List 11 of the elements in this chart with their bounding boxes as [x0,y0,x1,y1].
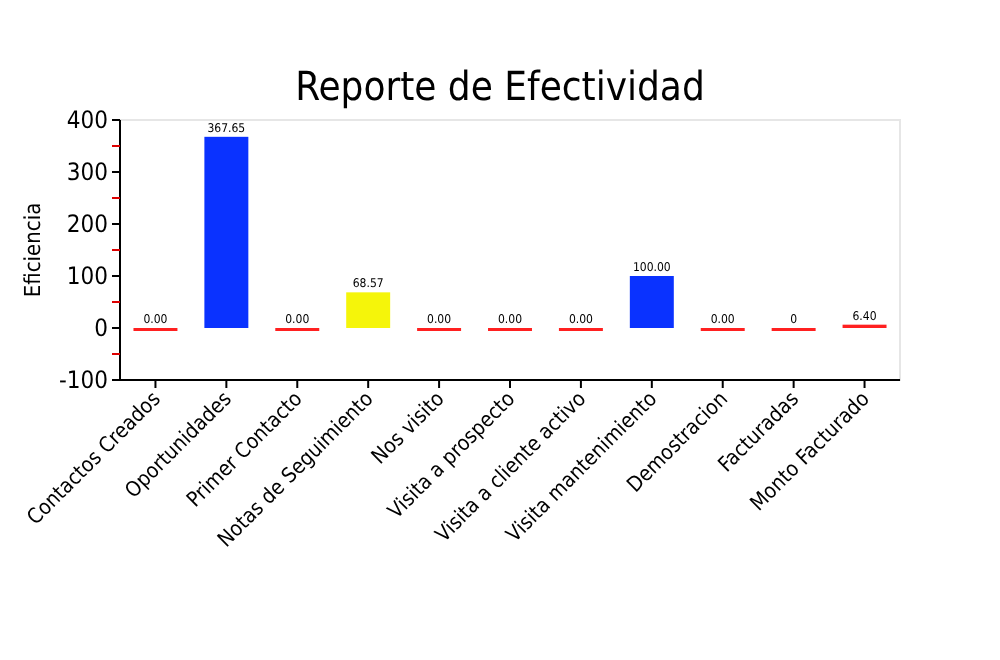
bar [346,292,391,328]
y-tick-label: 100 [66,262,109,290]
bar [204,136,249,328]
y-tick-label: 0 [94,314,109,342]
chart-title: Reporte de Efectividad [295,62,705,110]
y-tick-label: 400 [66,106,109,134]
y-tick-label: 200 [66,210,109,238]
bar [629,276,674,328]
y-tick-label: -100 [59,366,109,394]
y-axis-title: Eficiencia [20,202,46,298]
y-tick-label: 300 [66,158,109,186]
